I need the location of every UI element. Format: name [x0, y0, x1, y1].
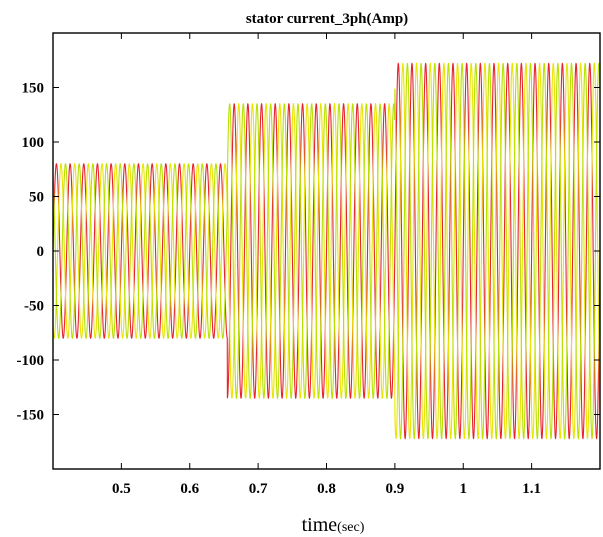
series-line-1 — [52, 62, 601, 440]
y-tick-label: 0 — [37, 244, 45, 260]
y-tick-label: 50 — [29, 190, 44, 206]
y-axis: 150 100 50 0 -50 -100 -150 — [17, 81, 600, 424]
y-tick-label: -50 — [24, 299, 44, 315]
series-layer — [52, 62, 601, 440]
x-tick-label: 0.5 — [112, 481, 131, 497]
series-line-2 — [52, 62, 601, 440]
x-tick-label: 1 — [460, 481, 468, 497]
series-line-0 — [52, 62, 601, 440]
y-tick-label: 100 — [22, 135, 45, 151]
x-tick-label: 0.7 — [249, 481, 268, 497]
chart-title: stator current_3ph(Amp) — [246, 11, 408, 27]
x-tick-label: 0.6 — [180, 481, 199, 497]
x-axis-label-main: time — [302, 514, 338, 536]
x-axis: 0.5 0.6 0.7 0.8 0.9 1 1.1 — [112, 33, 541, 497]
y-tick-label: -150 — [17, 408, 45, 424]
y-tick-label: -100 — [17, 353, 45, 369]
x-tick-label: 0.8 — [317, 481, 336, 497]
x-axis-label: time(sec) — [302, 514, 365, 536]
y-tick-label: 150 — [22, 81, 45, 97]
x-tick-label: 0.9 — [386, 481, 405, 497]
x-tick-label: 1.1 — [522, 481, 541, 497]
x-axis-label-unit: (sec) — [337, 520, 365, 535]
